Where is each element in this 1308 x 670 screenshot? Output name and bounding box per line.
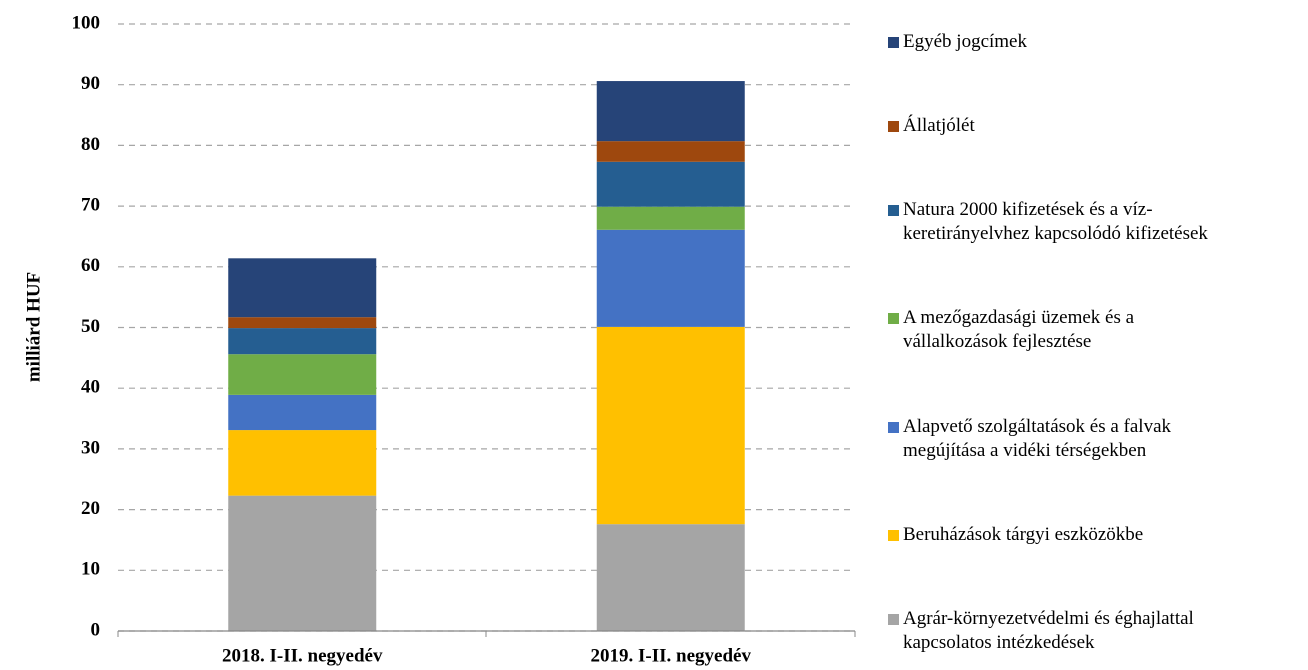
y-tick-label: 40	[81, 377, 100, 398]
y-tick-label: 60	[81, 255, 100, 276]
legend-swatch	[888, 421, 899, 433]
legend-entry: A mezőgazdasági üzemek és a vállalkozáso…	[888, 306, 1303, 354]
legend-entry: Állatjólét	[888, 114, 1303, 138]
y-tick-label: 30	[81, 437, 100, 458]
legend-label: Natura 2000 kifizetések és a víz- kereti…	[903, 199, 1208, 245]
bar-segment	[596, 524, 745, 631]
legend-label: A mezőgazdasági üzemek és a vállalkozáso…	[903, 307, 1135, 353]
bar-segment	[228, 328, 377, 355]
y-tick-label: 10	[81, 559, 100, 580]
legend-entry: Natura 2000 kifizetések és a víz- kereti…	[888, 198, 1303, 246]
bar-segment	[596, 161, 745, 207]
bar-segment	[228, 495, 377, 631]
y-tick-label: 20	[81, 498, 100, 519]
legend-swatch	[888, 529, 899, 541]
legend-label: Állatjólét	[903, 115, 975, 137]
legend-label: Egyéb jogcímek	[903, 31, 1027, 52]
y-tick-label: 90	[81, 73, 100, 94]
bar-segment	[228, 317, 377, 329]
legend-label: Alapvető szolgáltatások és a falvak megú…	[903, 415, 1172, 461]
bar-segment	[228, 394, 377, 431]
bar-segment	[228, 258, 377, 318]
bar-segment	[596, 206, 745, 230]
legend-swatch	[888, 37, 899, 48]
chart: milliárd HUF 0 10 20 30 40 50 60 70 80 90 100 2018.…	[23, 12, 856, 666]
legend: Agrár-környezetvédelmi és éghajlattal ka…	[888, 30, 1303, 655]
legend-swatch	[888, 121, 899, 133]
x-tick-label: 2019. I-II. negyedév	[591, 645, 752, 666]
x-tick-label: 2018. I-II. negyedév	[222, 645, 383, 666]
legend-swatch	[888, 313, 899, 325]
legend-entry: Agrár-környezetvédelmi és éghajlattal ka…	[888, 607, 1303, 655]
bar-segment	[596, 141, 745, 162]
y-tick-label: 50	[81, 316, 100, 337]
bar-segment	[596, 326, 745, 525]
legend-entry: Beruházások tárgyi eszközökbe	[888, 523, 1303, 547]
legend-entry: Egyéb jogcímek	[888, 30, 1303, 54]
y-tick-label: 80	[81, 134, 100, 155]
legend-swatch	[888, 613, 899, 625]
bar-segment	[596, 229, 745, 327]
legend-label: Agrár-környezetvédelmi és éghajlattal ka…	[903, 607, 1194, 653]
legend-entry: Alapvető szolgáltatások és a falvak megú…	[888, 415, 1303, 463]
legend-swatch	[888, 205, 899, 217]
legend-label: Beruházások tárgyi eszközökbe	[903, 523, 1144, 545]
y-tick-label: 70	[81, 194, 100, 215]
y-axis-label: milliárd HUF	[23, 272, 44, 382]
bar-segment	[228, 354, 377, 395]
bar-segment	[228, 430, 377, 496]
bar-segment	[596, 81, 745, 142]
y-tick-label: 100	[72, 12, 101, 33]
y-tick-label: 0	[91, 619, 101, 640]
